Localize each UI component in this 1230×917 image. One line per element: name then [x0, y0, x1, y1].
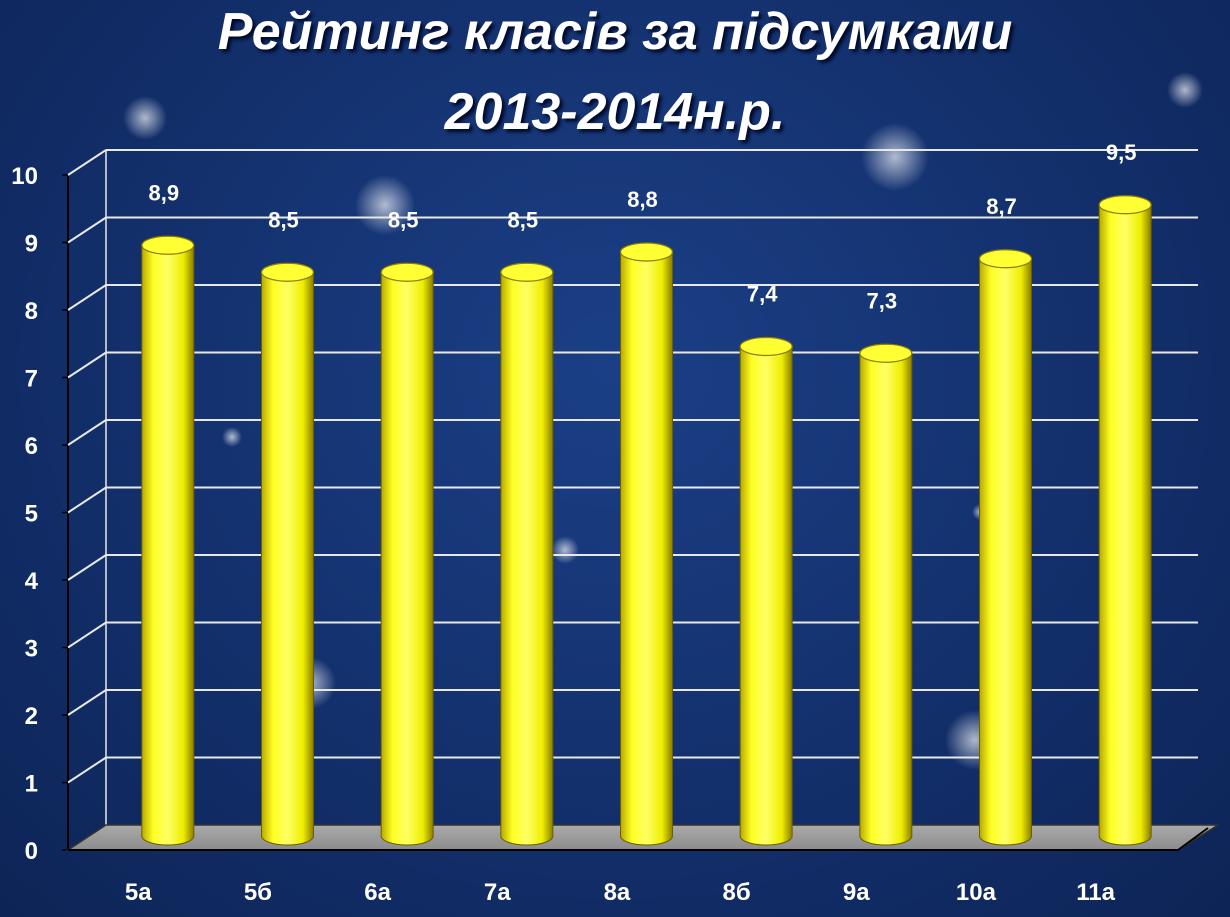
bar-body — [1098, 204, 1152, 846]
bar — [141, 235, 195, 846]
y-tick-label: 5 — [25, 501, 38, 528]
bar-body — [859, 352, 913, 846]
star-2 — [222, 427, 242, 447]
chart-title-line-1: Рейтинг класів за підсумками — [217, 3, 1013, 61]
bar — [619, 242, 674, 846]
star-3 — [551, 536, 579, 564]
bar-top — [619, 242, 674, 262]
gridline-diagonal-7 — [67, 351, 107, 379]
x-tick-label: 5а — [125, 879, 152, 906]
gridline-diagonal-5 — [67, 486, 107, 514]
bar — [380, 262, 434, 846]
y-tick-label: 3 — [25, 636, 38, 663]
bar-body — [739, 346, 793, 846]
bar-top — [978, 249, 1033, 269]
bar-top — [141, 235, 195, 255]
star-5 — [355, 175, 415, 235]
chart-title-line-2: 2013-2014н.р. — [444, 83, 786, 141]
bar — [260, 262, 315, 846]
y-tick-label: 8 — [25, 298, 38, 325]
gridline-diagonal-6 — [67, 419, 107, 446]
x-tick-label: 6а — [364, 879, 391, 906]
y-tick-label: 6 — [25, 433, 38, 460]
bar — [500, 262, 554, 846]
y-tick-label: 10 — [11, 163, 38, 190]
data-label: 8,9 — [149, 180, 180, 205]
bar-body — [979, 258, 1032, 846]
bar — [739, 336, 793, 846]
bar — [859, 343, 913, 846]
x-tick-label: 7а — [484, 879, 511, 906]
data-label: 8,7 — [986, 194, 1017, 219]
bar — [1098, 195, 1152, 846]
data-label: 8,5 — [268, 207, 299, 232]
x-tick-label: 5б — [244, 879, 272, 906]
data-label: 8,8 — [627, 187, 658, 212]
x-tick-label: 10а — [956, 879, 997, 906]
labels: 0 1 2 3 4 5 6 7 8 9 10 8,9 5а 8,5 5б 8,5 6а 8,5 7а 8,8 8а 7,4… — [11, 140, 1136, 906]
bar-top — [1098, 195, 1152, 215]
gridline-diagonal-10 — [67, 149, 107, 176]
star-0 — [123, 96, 167, 140]
y-tick-label: 1 — [25, 771, 38, 798]
bar — [978, 249, 1033, 846]
bars — [141, 195, 1152, 846]
gridline-diagonal-3 — [67, 621, 107, 649]
y-tick-label: 4 — [25, 568, 39, 595]
bar-body — [500, 271, 554, 846]
y-tick-label: 7 — [25, 366, 38, 393]
x-tick-label: 8б — [723, 879, 751, 906]
data-label: 7,4 — [747, 282, 778, 307]
x-tick-label: 8а — [604, 879, 631, 906]
x-axis-right-edge — [1177, 827, 1209, 851]
y-tick-label: 0 — [25, 838, 38, 865]
gridline-diagonal-4 — [67, 554, 107, 581]
gridline-diagonal-9 — [67, 216, 107, 244]
bar-body — [261, 271, 314, 846]
data-label: 9,5 — [1106, 140, 1137, 165]
x-tick-label: 11а — [1076, 879, 1115, 906]
bar-top — [380, 262, 434, 282]
bar-body — [620, 251, 673, 846]
bar-body — [141, 244, 195, 846]
data-label: 8,5 — [508, 207, 539, 232]
bar-top — [859, 343, 913, 363]
y-tick-label: 2 — [25, 703, 38, 730]
x-tick-label: 9а — [843, 879, 870, 906]
bar-top — [739, 336, 793, 357]
star-4 — [861, 123, 929, 191]
star-1 — [1167, 72, 1203, 108]
bar-top — [260, 262, 315, 282]
gridline-diagonal-1 — [67, 756, 107, 784]
y-tick-label: 9 — [25, 231, 38, 258]
data-label: 8,5 — [388, 207, 419, 232]
bar-body — [380, 271, 434, 846]
data-label: 7,3 — [867, 288, 898, 313]
bar-top — [500, 262, 554, 282]
gridline-diagonal-2 — [67, 689, 107, 716]
gridline-diagonal-8 — [67, 284, 107, 311]
